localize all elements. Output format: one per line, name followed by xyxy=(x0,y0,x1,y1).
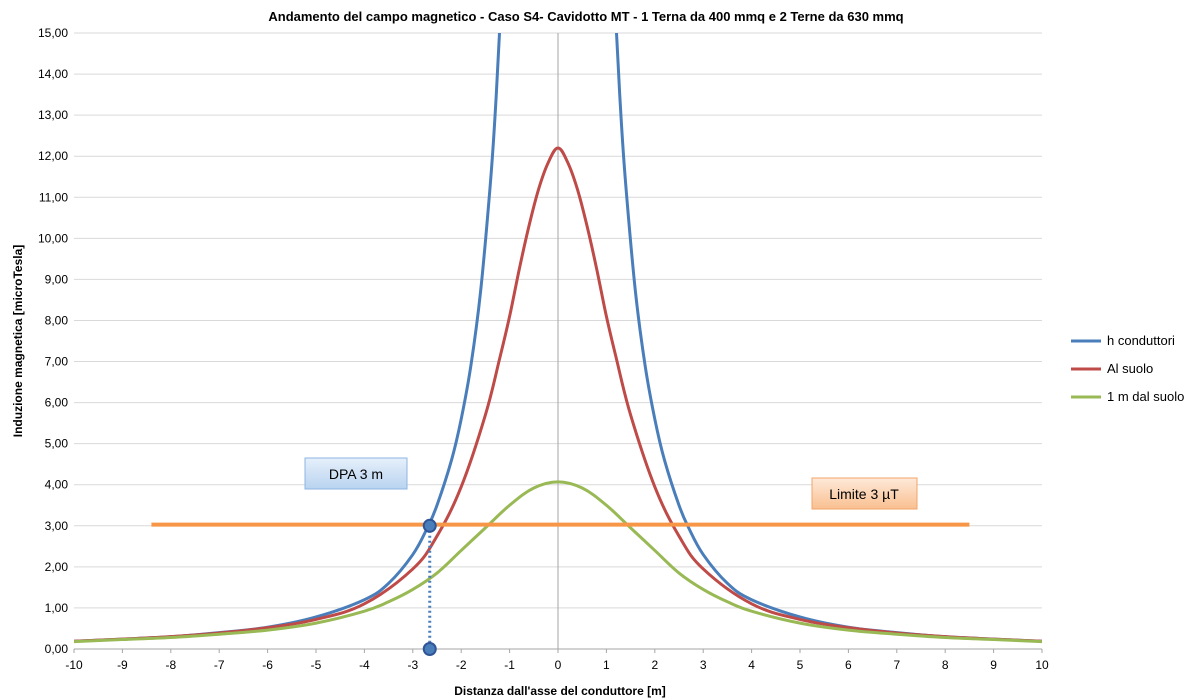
series-line xyxy=(74,480,1042,644)
y-axis-ticks: 0,00 1,00 2,00 3,00 4,00 5,00 6,00 7,00 8,00 9,00… xyxy=(38,26,68,656)
dpa-label-box: DPA 3 m xyxy=(304,457,408,490)
y-tick-label: 3,00 xyxy=(45,519,69,533)
x-tick-label: -7 xyxy=(214,658,225,672)
series-group xyxy=(74,33,1042,644)
x-tick-label: -4 xyxy=(359,658,370,672)
x-tick-label: 4 xyxy=(748,658,755,672)
x-axis-title: Distanza dall'asse del conduttore [m] xyxy=(454,684,666,698)
dpa-marker-top xyxy=(422,518,437,533)
x-tick-label: 3 xyxy=(700,658,707,672)
dpa-marker-bottom xyxy=(422,642,437,656)
limit-label: Limite 3 µT xyxy=(829,486,899,502)
x-tick-label: 6 xyxy=(845,658,852,672)
y-tick-label: 2,00 xyxy=(45,560,69,574)
x-axis-ticks: -10 -9 -8 -7 -6 -5 -4 -3 -2 -1 0 1 2 3 4 5 6 7 8 9 10 xyxy=(65,649,1049,672)
x-tick-label: -9 xyxy=(117,658,128,672)
y-tick-label: 14,00 xyxy=(38,67,68,81)
y-tick-label: 7,00 xyxy=(45,355,69,369)
x-tick-label: 5 xyxy=(797,658,804,672)
y-tick-label: 1,00 xyxy=(45,601,69,615)
legend-label: h conduttori xyxy=(1107,333,1175,348)
series-line xyxy=(74,146,1042,643)
legend-label: 1 m dal suolo xyxy=(1107,389,1184,404)
chart-title: Andamento del campo magnetico - Caso S4-… xyxy=(268,9,903,24)
y-tick-label: 11,00 xyxy=(39,190,68,204)
limit-label-box: Limite 3 µT xyxy=(811,477,918,510)
x-tick-label: -5 xyxy=(311,658,322,672)
x-tick-label: -1 xyxy=(504,658,515,672)
x-tick-label: 10 xyxy=(1035,658,1049,672)
y-tick-label: 4,00 xyxy=(45,478,69,492)
y-tick-label: 9,00 xyxy=(45,272,69,286)
y-tick-label: 0,00 xyxy=(45,642,69,656)
legend-label: Al suolo xyxy=(1107,361,1153,376)
dpa-label: DPA 3 m xyxy=(329,466,383,482)
x-tick-label: -8 xyxy=(165,658,176,672)
legend: h conduttori Al suolo 1 m dal suolo xyxy=(1071,333,1184,404)
x-tick-label: 2 xyxy=(651,658,658,672)
y-tick-label: 8,00 xyxy=(45,313,69,327)
x-tick-label: 8 xyxy=(942,658,949,672)
y-tick-label: 5,00 xyxy=(45,437,69,451)
x-tick-label: 7 xyxy=(893,658,900,672)
x-tick-label: 9 xyxy=(990,658,997,672)
x-tick-label: -3 xyxy=(407,658,418,672)
x-tick-label: 0 xyxy=(555,658,562,672)
y-tick-label: 15,00 xyxy=(38,26,68,40)
x-tick-label: -2 xyxy=(456,658,467,672)
x-tick-label: -10 xyxy=(65,658,83,672)
y-tick-label: 10,00 xyxy=(38,231,68,245)
x-tick-label: 1 xyxy=(603,658,610,672)
x-tick-label: -6 xyxy=(262,658,273,672)
y-tick-label: 12,00 xyxy=(38,149,68,163)
y-tick-label: 13,00 xyxy=(38,108,68,122)
y-axis-title: Induzione magnetica [microTesla] xyxy=(11,245,25,437)
y-tick-label: 6,00 xyxy=(45,396,69,410)
